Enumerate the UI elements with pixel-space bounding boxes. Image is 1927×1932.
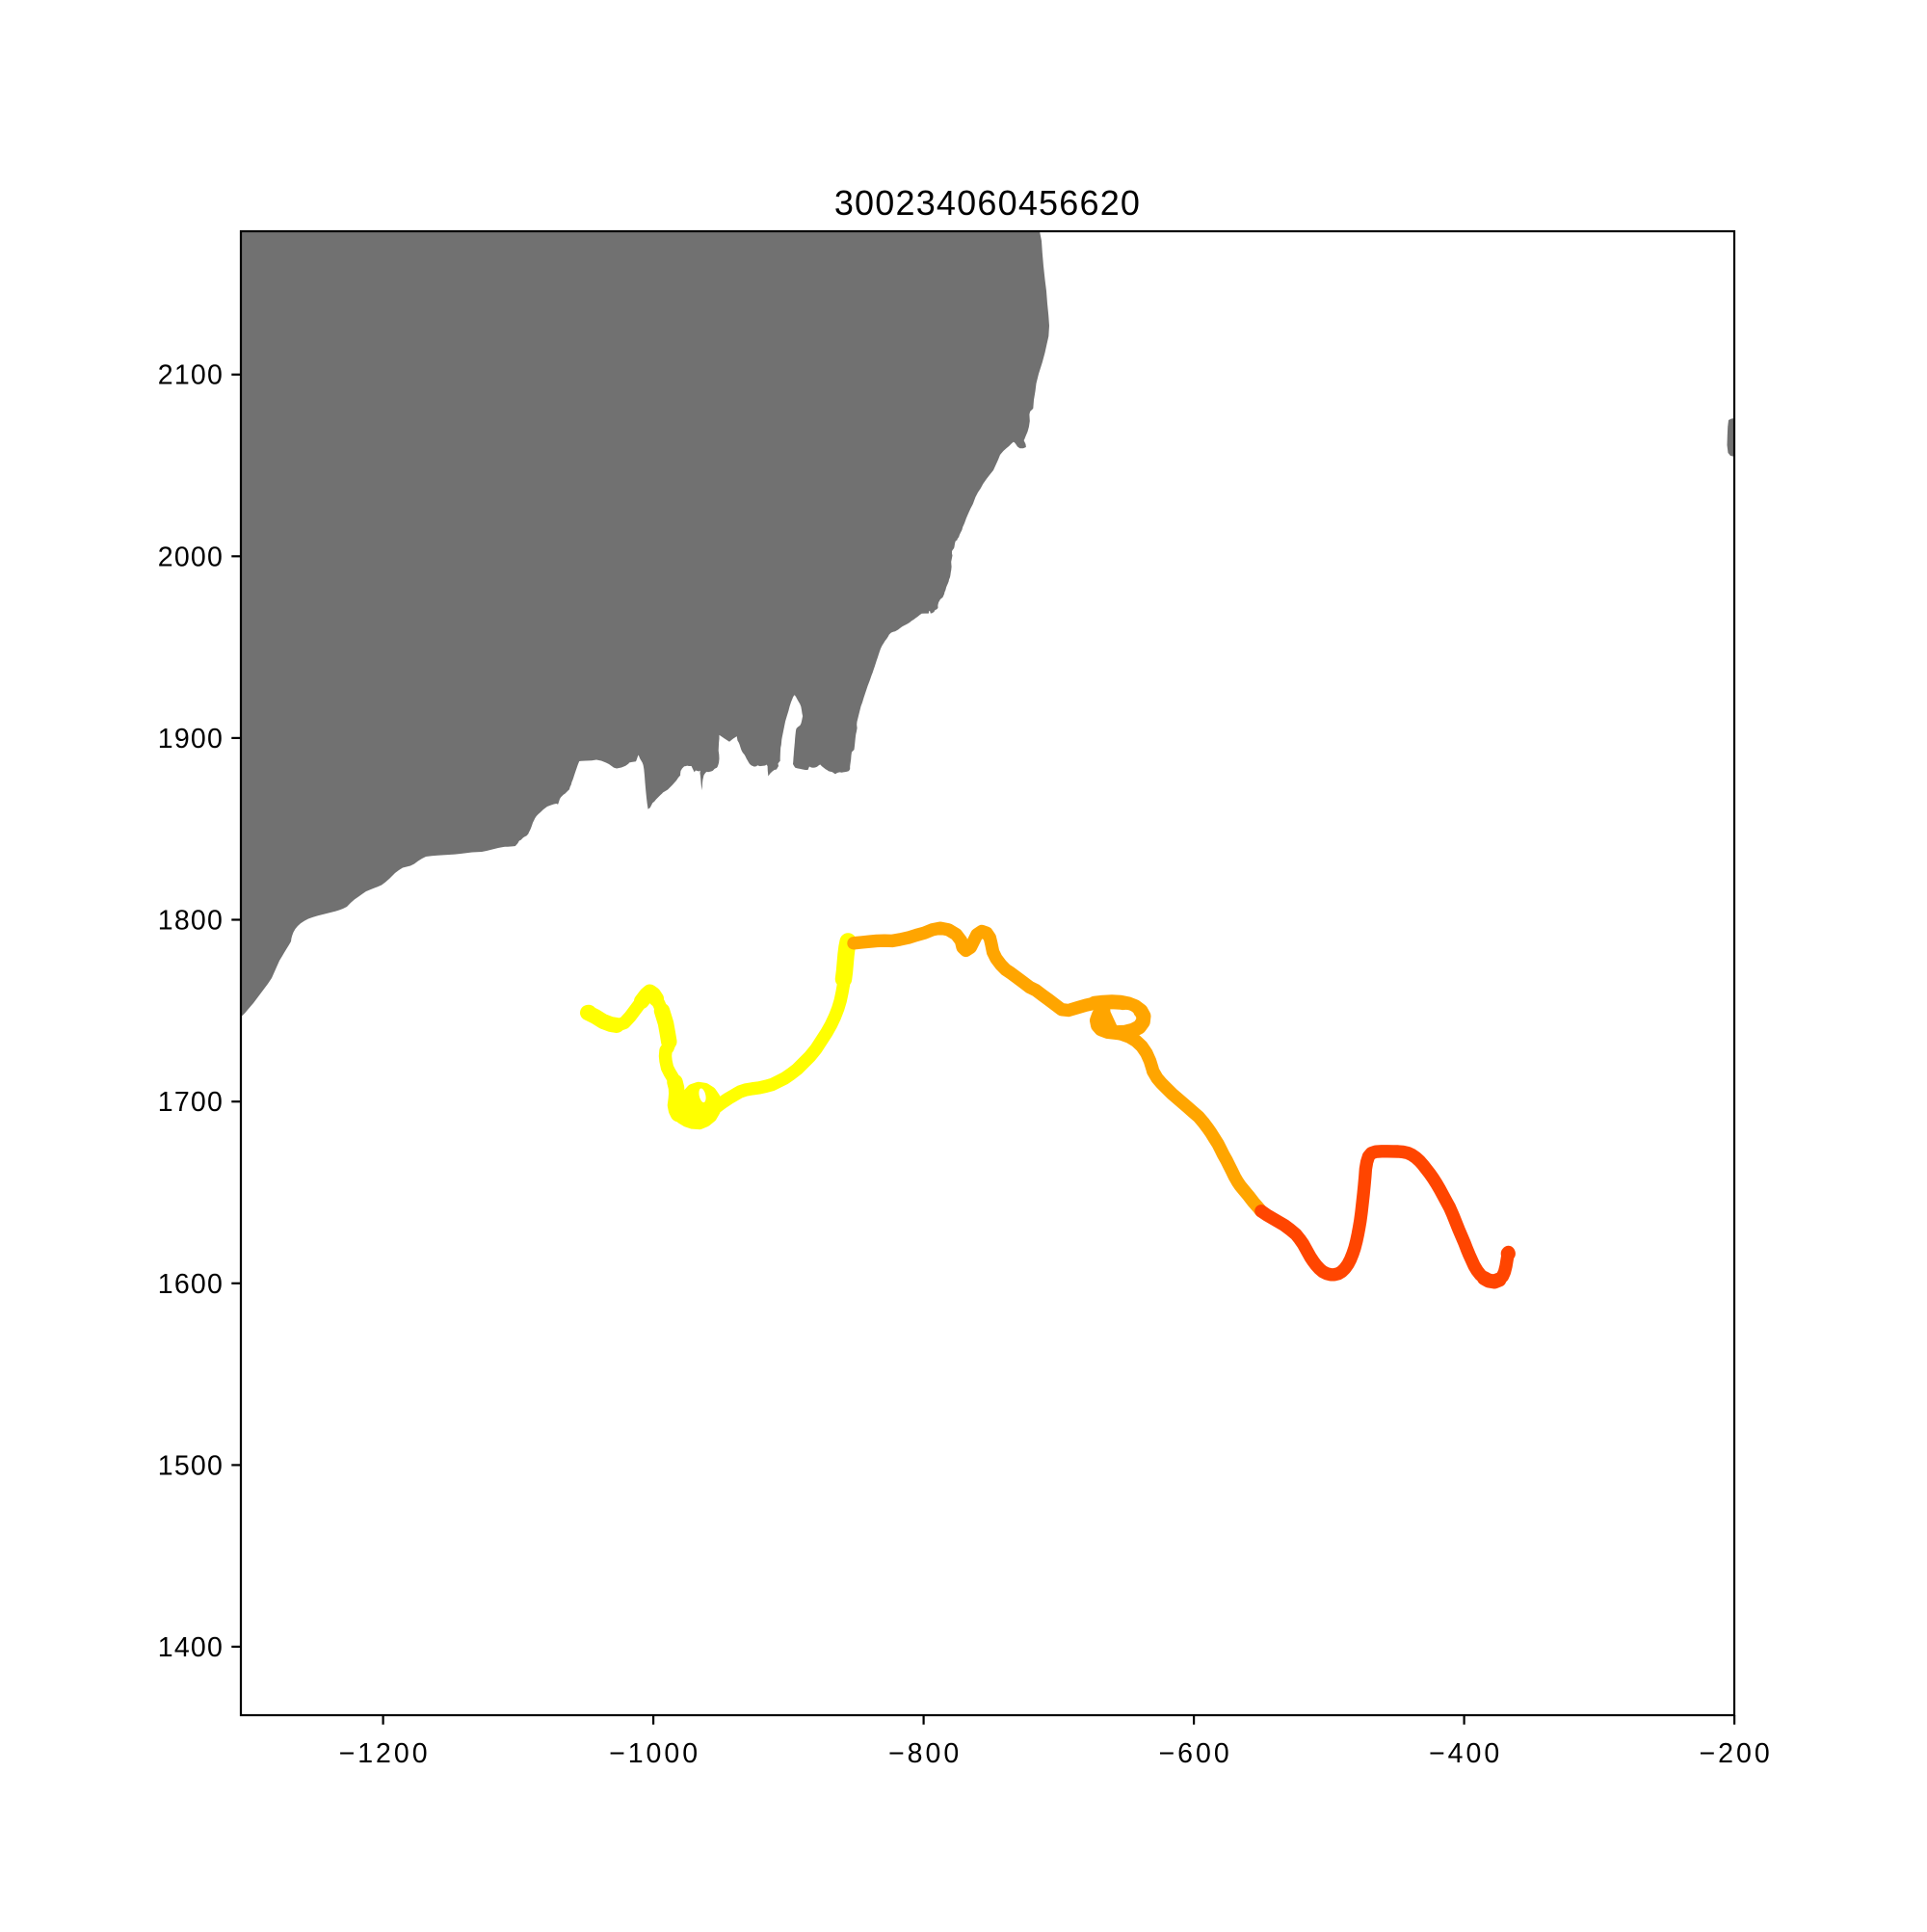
svg-text:300234060456620: 300234060456620 <box>834 183 1141 223</box>
svg-text:−200: −200 <box>1699 1738 1772 1769</box>
svg-text:2100: 2100 <box>158 360 224 391</box>
svg-text:1500: 1500 <box>158 1450 224 1481</box>
svg-text:1900: 1900 <box>158 724 224 754</box>
svg-text:−1000: −1000 <box>609 1738 700 1769</box>
svg-text:1800: 1800 <box>158 906 224 937</box>
svg-text:−1200: −1200 <box>339 1738 431 1769</box>
svg-text:−600: −600 <box>1158 1738 1231 1769</box>
svg-text:2000: 2000 <box>158 542 224 572</box>
svg-text:1700: 1700 <box>158 1087 224 1118</box>
svg-text:1600: 1600 <box>158 1269 224 1300</box>
svg-text:−800: −800 <box>888 1738 962 1769</box>
svg-text:1400: 1400 <box>158 1632 224 1663</box>
svg-text:−400: −400 <box>1429 1738 1502 1769</box>
